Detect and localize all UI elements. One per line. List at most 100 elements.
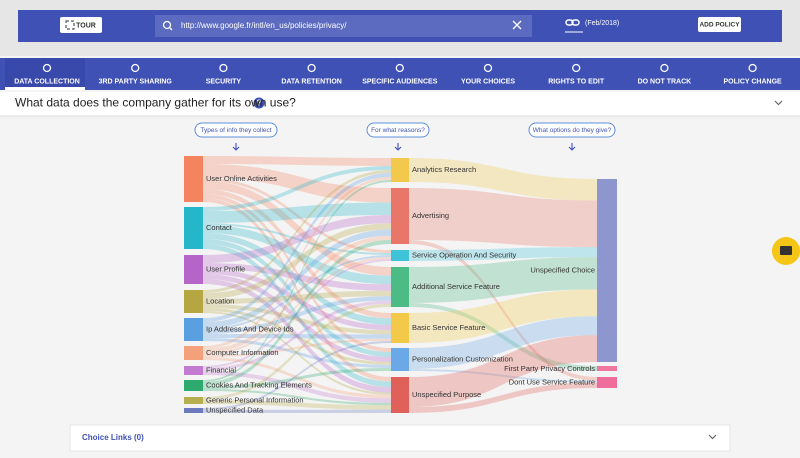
sankey-node[interactable] (597, 377, 617, 388)
help-icon-glyph: ? (257, 99, 262, 108)
flow-link (203, 334, 391, 339)
url-text: http://www.google.fr/intl/en_us/policies… (181, 21, 347, 30)
flow-link (203, 189, 391, 319)
node-label: Location (206, 296, 234, 305)
flow-link (203, 304, 391, 335)
tab-label[interactable]: SPECIFIC AUDIENCES (362, 78, 438, 85)
sankey-node[interactable] (184, 318, 203, 341)
flow-link (409, 369, 597, 383)
node-label: Generic Personal Information (206, 395, 304, 404)
sankey-node[interactable] (184, 408, 203, 413)
flow-link (203, 233, 391, 325)
flow-link (203, 296, 391, 334)
choice-links-label[interactable]: Choice Links (0) (82, 433, 144, 442)
flow-link (203, 198, 391, 382)
flow-link (203, 177, 391, 349)
sankey-node[interactable] (391, 250, 409, 261)
sankey-node[interactable] (184, 156, 203, 202)
question-row[interactable] (0, 92, 800, 116)
tour-button[interactable] (60, 17, 102, 33)
flow-link (203, 156, 391, 166)
flow-link (203, 166, 391, 211)
tab-label[interactable]: SECURITY (206, 78, 242, 85)
sankey-node[interactable] (184, 346, 203, 360)
node-label: Additional Service Feature (412, 282, 500, 291)
flow-link (409, 382, 597, 413)
flow-link (203, 308, 391, 365)
flow-link (203, 178, 391, 253)
column-pill (194, 122, 278, 138)
flow-link (203, 214, 391, 263)
flow-link (203, 180, 391, 382)
tab-label[interactable]: POLICY CHANGE (723, 78, 782, 85)
flow-link (203, 223, 391, 255)
sankey-node[interactable] (391, 267, 409, 307)
tab-label[interactable]: DATA RETENTION (281, 78, 342, 85)
expand-icon[interactable] (774, 100, 783, 106)
sankey-node[interactable] (597, 179, 617, 362)
sankey-node[interactable] (391, 348, 409, 371)
clear-icon[interactable] (512, 20, 522, 30)
sankey-node[interactable] (391, 188, 409, 244)
link-icon (571, 19, 580, 26)
tab-label[interactable]: DATA COLLECTION (14, 78, 80, 85)
flow-link (203, 173, 391, 322)
sankey-node[interactable] (391, 313, 409, 343)
sankey-node[interactable] (184, 290, 203, 313)
flow-link (203, 259, 391, 368)
node-label: First Party Privacy Controls (504, 364, 595, 373)
tab-icon (572, 63, 581, 73)
sankey-node[interactable] (184, 366, 203, 375)
choice-links-panel[interactable] (69, 424, 731, 452)
tab-label[interactable]: 3RD PARTY SHARING (99, 78, 173, 85)
node-label: Ip Address And Device Ids (206, 324, 294, 333)
sankey-node[interactable] (597, 366, 617, 371)
tab-icon (660, 63, 669, 73)
flow-link (409, 303, 597, 371)
flow-link (203, 368, 391, 389)
flow-link (203, 389, 391, 406)
sankey-node[interactable] (391, 377, 409, 413)
node-label: Cookies And Tracking Elements (206, 380, 312, 389)
flow-link (203, 194, 391, 352)
flow-link (203, 229, 391, 328)
sankey-node[interactable] (391, 158, 409, 182)
tab-icon (748, 63, 757, 73)
active-tab (5, 58, 85, 90)
question: What data does the company gather for it… (15, 96, 296, 110)
flow-link (203, 202, 391, 223)
column-title: For what reasons? (371, 127, 425, 134)
node-label: User Profile (206, 264, 245, 273)
flow-link (409, 158, 597, 201)
sankey-node[interactable] (184, 207, 203, 249)
flow-link (203, 239, 391, 386)
down-arrow (394, 143, 402, 151)
node-label: Contact (206, 223, 233, 232)
url-field[interactable] (155, 15, 532, 37)
flow-link (203, 257, 391, 355)
tab-label[interactable]: RIGHTS TO EDIT (548, 78, 605, 85)
sankey-node[interactable] (184, 255, 203, 284)
flow-link (203, 338, 391, 357)
column-title: What options do they give? (533, 127, 612, 134)
help-icon[interactable] (253, 97, 265, 109)
link-icon (565, 19, 574, 26)
flow-link (409, 188, 597, 248)
down-arrow (232, 143, 240, 151)
tab-label[interactable]: DO NOT TRACK (638, 78, 692, 85)
add-policy-button[interactable] (698, 17, 741, 32)
node-label: Advertising (412, 211, 449, 220)
flow-link (203, 338, 391, 368)
expand-icon[interactable] (708, 434, 717, 440)
node-label: Basic Service Feature (412, 323, 485, 332)
search-icon (162, 20, 172, 30)
flow-link (203, 290, 391, 304)
flow-link (203, 263, 391, 291)
sankey-node[interactable] (184, 380, 203, 391)
search-icon-handle (169, 27, 173, 31)
node-label: Unspecified Choice (530, 265, 595, 274)
tab-label[interactable]: YOUR CHOICES (461, 78, 515, 85)
column-pill (528, 122, 616, 138)
sankey-node[interactable] (184, 397, 203, 404)
